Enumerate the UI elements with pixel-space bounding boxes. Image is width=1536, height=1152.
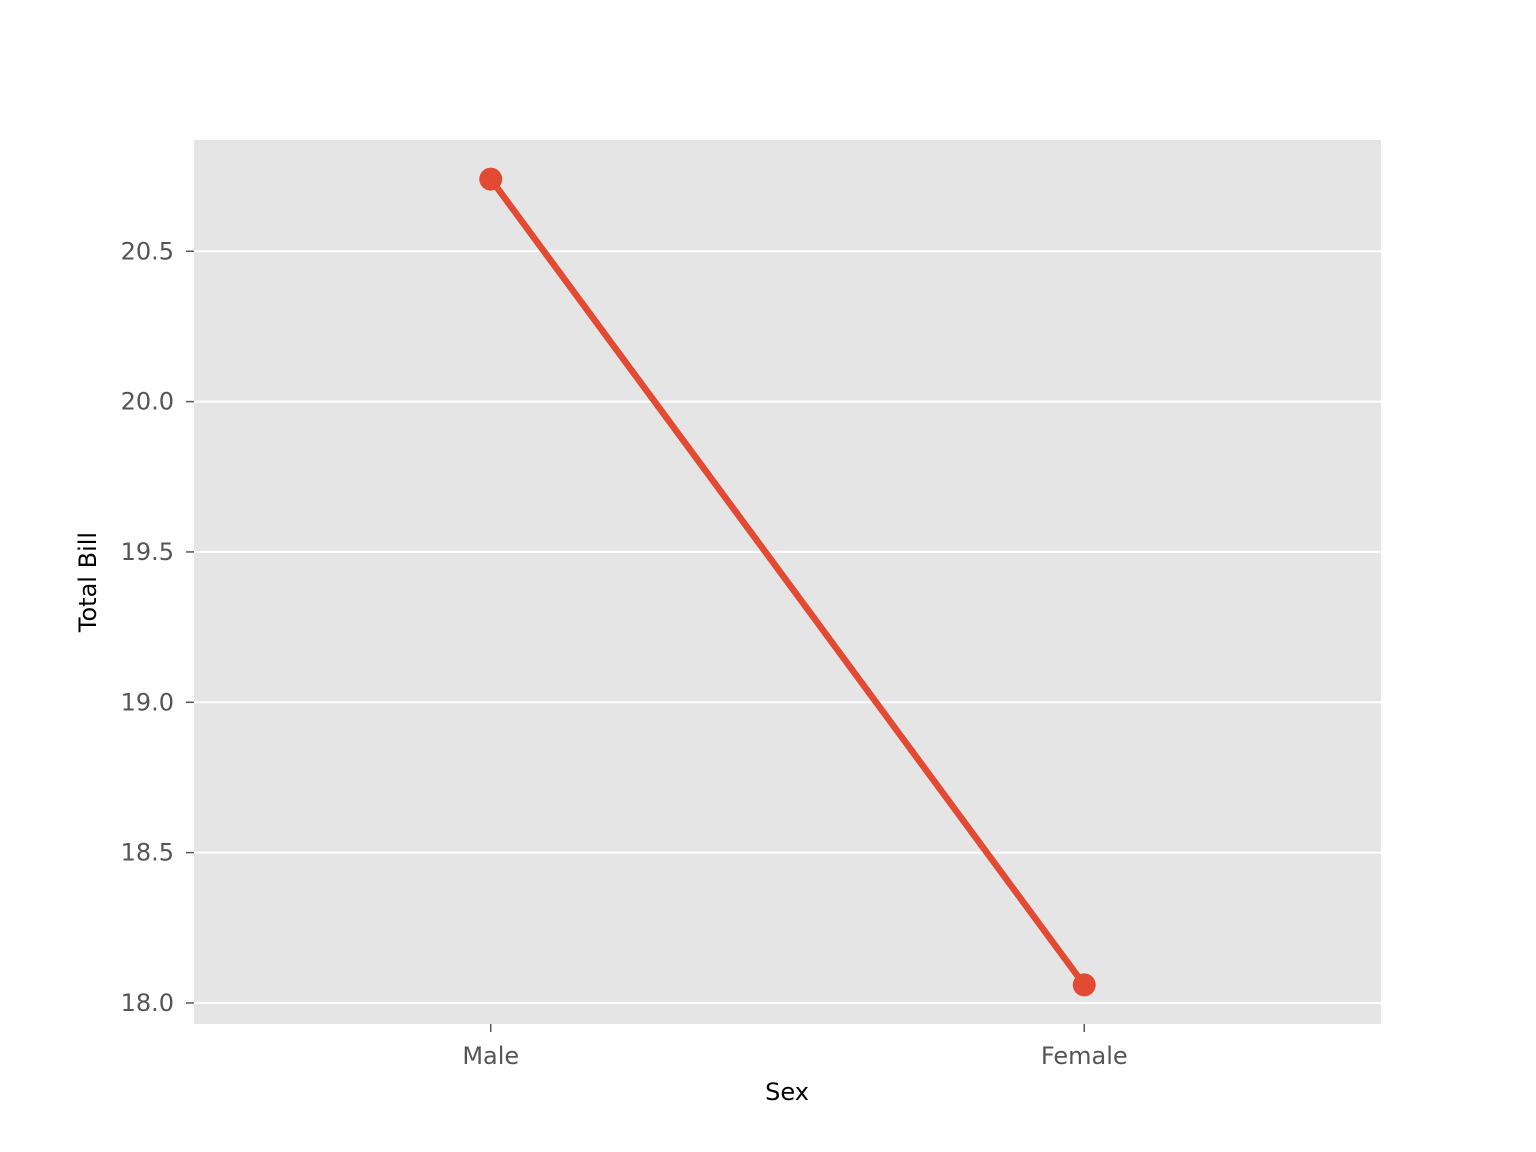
y-tick-label: 18.0 — [121, 989, 174, 1017]
series-group — [479, 167, 1096, 997]
y-tick-label: 18.5 — [121, 839, 174, 867]
x-axis-label: Sex — [765, 1078, 809, 1106]
x-tick-label: Male — [462, 1042, 519, 1070]
y-tick-label: 19.0 — [121, 688, 174, 716]
y-tick-label: 19.5 — [121, 538, 174, 566]
data-point — [1072, 973, 1096, 997]
series-line — [487, 175, 1088, 989]
x-tick-label: Female — [1041, 1042, 1128, 1070]
data-point — [479, 167, 503, 191]
grid-lines — [194, 250, 1381, 1004]
x-axis: Male Female — [462, 1024, 1128, 1070]
y-tick-label: 20.5 — [121, 237, 174, 265]
y-axis-label: Total Bill — [74, 532, 102, 633]
y-axis: 18.0 18.5 19.0 19.5 20.0 20.5 — [121, 237, 194, 1017]
y-tick-label: 20.0 — [121, 388, 174, 416]
